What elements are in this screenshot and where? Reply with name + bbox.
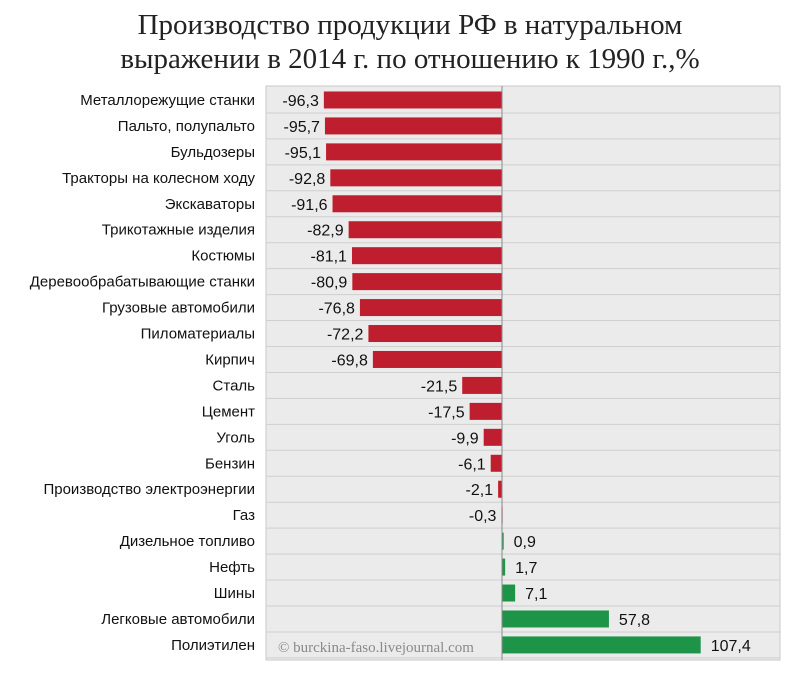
- bar: [502, 584, 516, 602]
- value-labels: -96,3 -95,7 -95,1 -92,8 -91,6 -82,9 -81,1 -80,9…: [282, 93, 750, 655]
- category-label: Бензин: [205, 455, 255, 472]
- value-label: 107,4: [711, 638, 751, 655]
- bar: [348, 221, 502, 239]
- category-label: Грузовые автомобили: [102, 300, 255, 317]
- category-label: Костюмы: [191, 248, 255, 265]
- bar: [359, 299, 502, 317]
- bar: [490, 454, 502, 472]
- bar: [502, 610, 609, 628]
- value-label: -9,9: [451, 430, 479, 447]
- category-label: Пиломатериалы: [141, 326, 255, 343]
- grid-lines: [266, 112, 780, 659]
- category-label: Пальто, полупальто: [118, 118, 255, 135]
- value-label: -21,5: [421, 378, 458, 395]
- value-label: -92,8: [289, 171, 326, 188]
- category-label: Тракторы на колесном ходу: [62, 170, 255, 187]
- bar: [324, 117, 502, 135]
- value-label: -95,1: [285, 145, 322, 162]
- value-label: -91,6: [291, 197, 328, 214]
- category-label: Бульдозеры: [171, 144, 255, 161]
- value-label: -76,8: [318, 301, 355, 318]
- value-label: -0,3: [469, 508, 497, 525]
- bar: [372, 350, 502, 368]
- value-label: -2,1: [466, 482, 494, 499]
- category-label: Экскаваторы: [165, 196, 255, 213]
- bar: [352, 273, 502, 291]
- category-label: Легковые автомобили: [101, 611, 255, 628]
- category-label: Металлорежущие станки: [80, 92, 255, 109]
- bars: [323, 91, 701, 654]
- value-label: 57,8: [619, 612, 650, 629]
- value-label: -80,9: [311, 275, 348, 292]
- bar: [462, 376, 502, 394]
- bar: [469, 402, 502, 420]
- category-label: Уголь: [216, 429, 255, 446]
- category-labels: Металлорежущие станки Пальто, полупальто Б…: [30, 92, 256, 654]
- bar: [323, 91, 502, 109]
- value-label: -69,8: [331, 352, 368, 369]
- bar: [368, 325, 502, 343]
- category-label: Сталь: [213, 377, 256, 394]
- bar: [330, 169, 502, 187]
- category-label: Цемент: [202, 403, 255, 420]
- category-label: Газ: [233, 507, 255, 524]
- bar: [502, 558, 506, 576]
- value-label: -81,1: [310, 249, 347, 266]
- bar: [326, 143, 502, 161]
- value-label: 0,9: [514, 534, 536, 551]
- bar: [483, 428, 502, 446]
- category-label: Полиэтилен: [171, 637, 255, 654]
- bar: [332, 195, 502, 213]
- watermark-text: © burckina-faso.livejournal.com: [278, 640, 474, 656]
- category-label: Дизельное топливо: [120, 533, 255, 550]
- value-label: -82,9: [307, 223, 344, 240]
- bar: [502, 532, 504, 550]
- bar: [351, 247, 502, 265]
- value-label: -6,1: [458, 456, 486, 473]
- category-label: Кирпич: [205, 351, 255, 368]
- value-label: -17,5: [428, 404, 465, 421]
- category-label: Трикотажные изделия: [102, 222, 255, 239]
- category-label: Нефть: [209, 559, 255, 576]
- value-label: -95,7: [283, 119, 320, 136]
- category-label: Деревообрабатывающие станки: [30, 274, 255, 291]
- chart-title-line-2: выражении в 2014 г. по отношению к 1990 …: [120, 43, 700, 75]
- bar: [498, 480, 502, 498]
- value-label: 7,1: [525, 586, 547, 603]
- category-label: Производство электроэнергии: [43, 481, 255, 498]
- value-label: 1,7: [515, 560, 537, 577]
- chart-title-line-1: Производство продукции РФ в натуральном: [137, 9, 683, 41]
- chart-title: Производство продукции РФ в натуральном …: [0, 8, 800, 76]
- value-label: -72,2: [327, 327, 364, 344]
- value-label: -96,3: [282, 93, 319, 110]
- bar: [502, 636, 701, 654]
- category-label: Шины: [214, 585, 255, 602]
